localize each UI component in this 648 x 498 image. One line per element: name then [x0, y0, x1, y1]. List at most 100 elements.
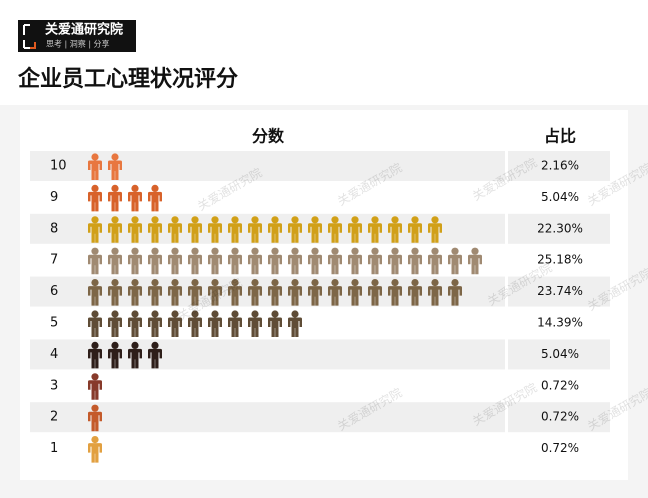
- person-head: [151, 310, 159, 318]
- icon-group: [87, 247, 482, 275]
- person-head: [151, 247, 159, 255]
- person-body: [268, 317, 282, 337]
- person-head: [231, 247, 239, 255]
- person-head: [111, 341, 119, 349]
- person-head: [311, 216, 319, 224]
- person-body: [148, 286, 162, 306]
- person-body: [128, 223, 142, 243]
- person-head: [131, 341, 139, 349]
- person-head: [91, 247, 99, 255]
- person-head: [111, 153, 119, 161]
- person-body: [268, 223, 282, 243]
- value-label: 2.16%: [541, 159, 579, 173]
- person-body: [168, 254, 182, 275]
- person-head: [131, 310, 139, 318]
- person-head: [391, 216, 399, 224]
- person-body: [348, 254, 362, 275]
- person-body: [248, 317, 262, 337]
- brand-name: 关爱通研究院: [45, 22, 123, 38]
- person-body: [368, 254, 382, 275]
- person-body: [328, 254, 342, 275]
- person-head: [411, 247, 419, 255]
- person-head: [91, 373, 99, 381]
- person-body: [128, 348, 142, 369]
- person-head: [391, 247, 399, 255]
- person-head: [271, 279, 279, 287]
- person-head: [291, 216, 299, 224]
- person-body: [148, 223, 162, 243]
- person-body: [388, 286, 402, 306]
- person-head: [191, 216, 199, 224]
- person-body: [87, 443, 102, 463]
- person-head: [151, 341, 159, 349]
- person-body: [87, 223, 102, 243]
- person-head: [371, 247, 379, 255]
- person-head: [371, 216, 379, 224]
- person-head: [91, 216, 99, 224]
- person-body: [148, 191, 162, 212]
- row-stripe: [508, 151, 610, 181]
- person-head: [231, 310, 239, 318]
- person-head: [151, 279, 159, 287]
- value-label: 14.39%: [537, 316, 583, 330]
- logo-bracket-accent: [30, 42, 36, 49]
- person-body: [308, 223, 322, 243]
- category-label: 7: [50, 253, 58, 268]
- row-stripe: [508, 276, 610, 307]
- person-body: [468, 254, 482, 275]
- person-body: [208, 254, 222, 275]
- person-body: [228, 286, 242, 306]
- person-head: [171, 247, 179, 255]
- icon-group: [87, 373, 102, 400]
- person-body: [288, 286, 302, 306]
- person-head: [111, 216, 119, 224]
- category-label: 5: [50, 316, 58, 331]
- person-head: [311, 279, 319, 287]
- logo-box: [18, 20, 136, 52]
- person-body: [128, 286, 142, 306]
- person-body: [328, 223, 342, 243]
- category-header: 分数: [252, 127, 285, 146]
- person-body: [188, 286, 202, 306]
- person-head: [91, 341, 99, 349]
- value-label: 0.72%: [541, 410, 579, 424]
- value-label: 22.30%: [537, 221, 583, 235]
- person-body: [308, 254, 322, 275]
- person-body: [87, 160, 102, 180]
- person-body: [268, 254, 282, 275]
- value-label: 0.72%: [541, 378, 579, 392]
- person-body: [448, 286, 462, 306]
- person-head: [291, 279, 299, 287]
- person-body: [228, 254, 242, 275]
- person-body: [168, 286, 182, 306]
- category-label: 2: [50, 410, 58, 425]
- person-head: [211, 216, 219, 224]
- value-label: 5.04%: [541, 347, 579, 361]
- person-head: [111, 279, 119, 287]
- person-body: [388, 254, 402, 275]
- brand-tagline: 思考 | 洞察 | 分享: [46, 39, 110, 49]
- person-body: [288, 317, 302, 337]
- person-head: [111, 310, 119, 318]
- person-head: [231, 279, 239, 287]
- row-stripe: [508, 213, 610, 244]
- person-body: [448, 254, 462, 275]
- person-body: [408, 254, 422, 275]
- person-head: [111, 247, 119, 255]
- category-label: 9: [50, 190, 58, 205]
- value-label: 23.74%: [537, 284, 583, 298]
- icon-group: [87, 404, 102, 432]
- person-body: [107, 317, 122, 337]
- person-body: [428, 286, 442, 306]
- person-head: [171, 310, 179, 318]
- person-head: [111, 184, 119, 192]
- person-head: [231, 216, 239, 224]
- person-head: [131, 216, 139, 224]
- person-body: [168, 317, 182, 337]
- person-head: [91, 404, 99, 412]
- value-label: 0.72%: [541, 441, 579, 455]
- person-body: [107, 223, 122, 243]
- person-head: [191, 279, 199, 287]
- row-stripe: [30, 402, 505, 433]
